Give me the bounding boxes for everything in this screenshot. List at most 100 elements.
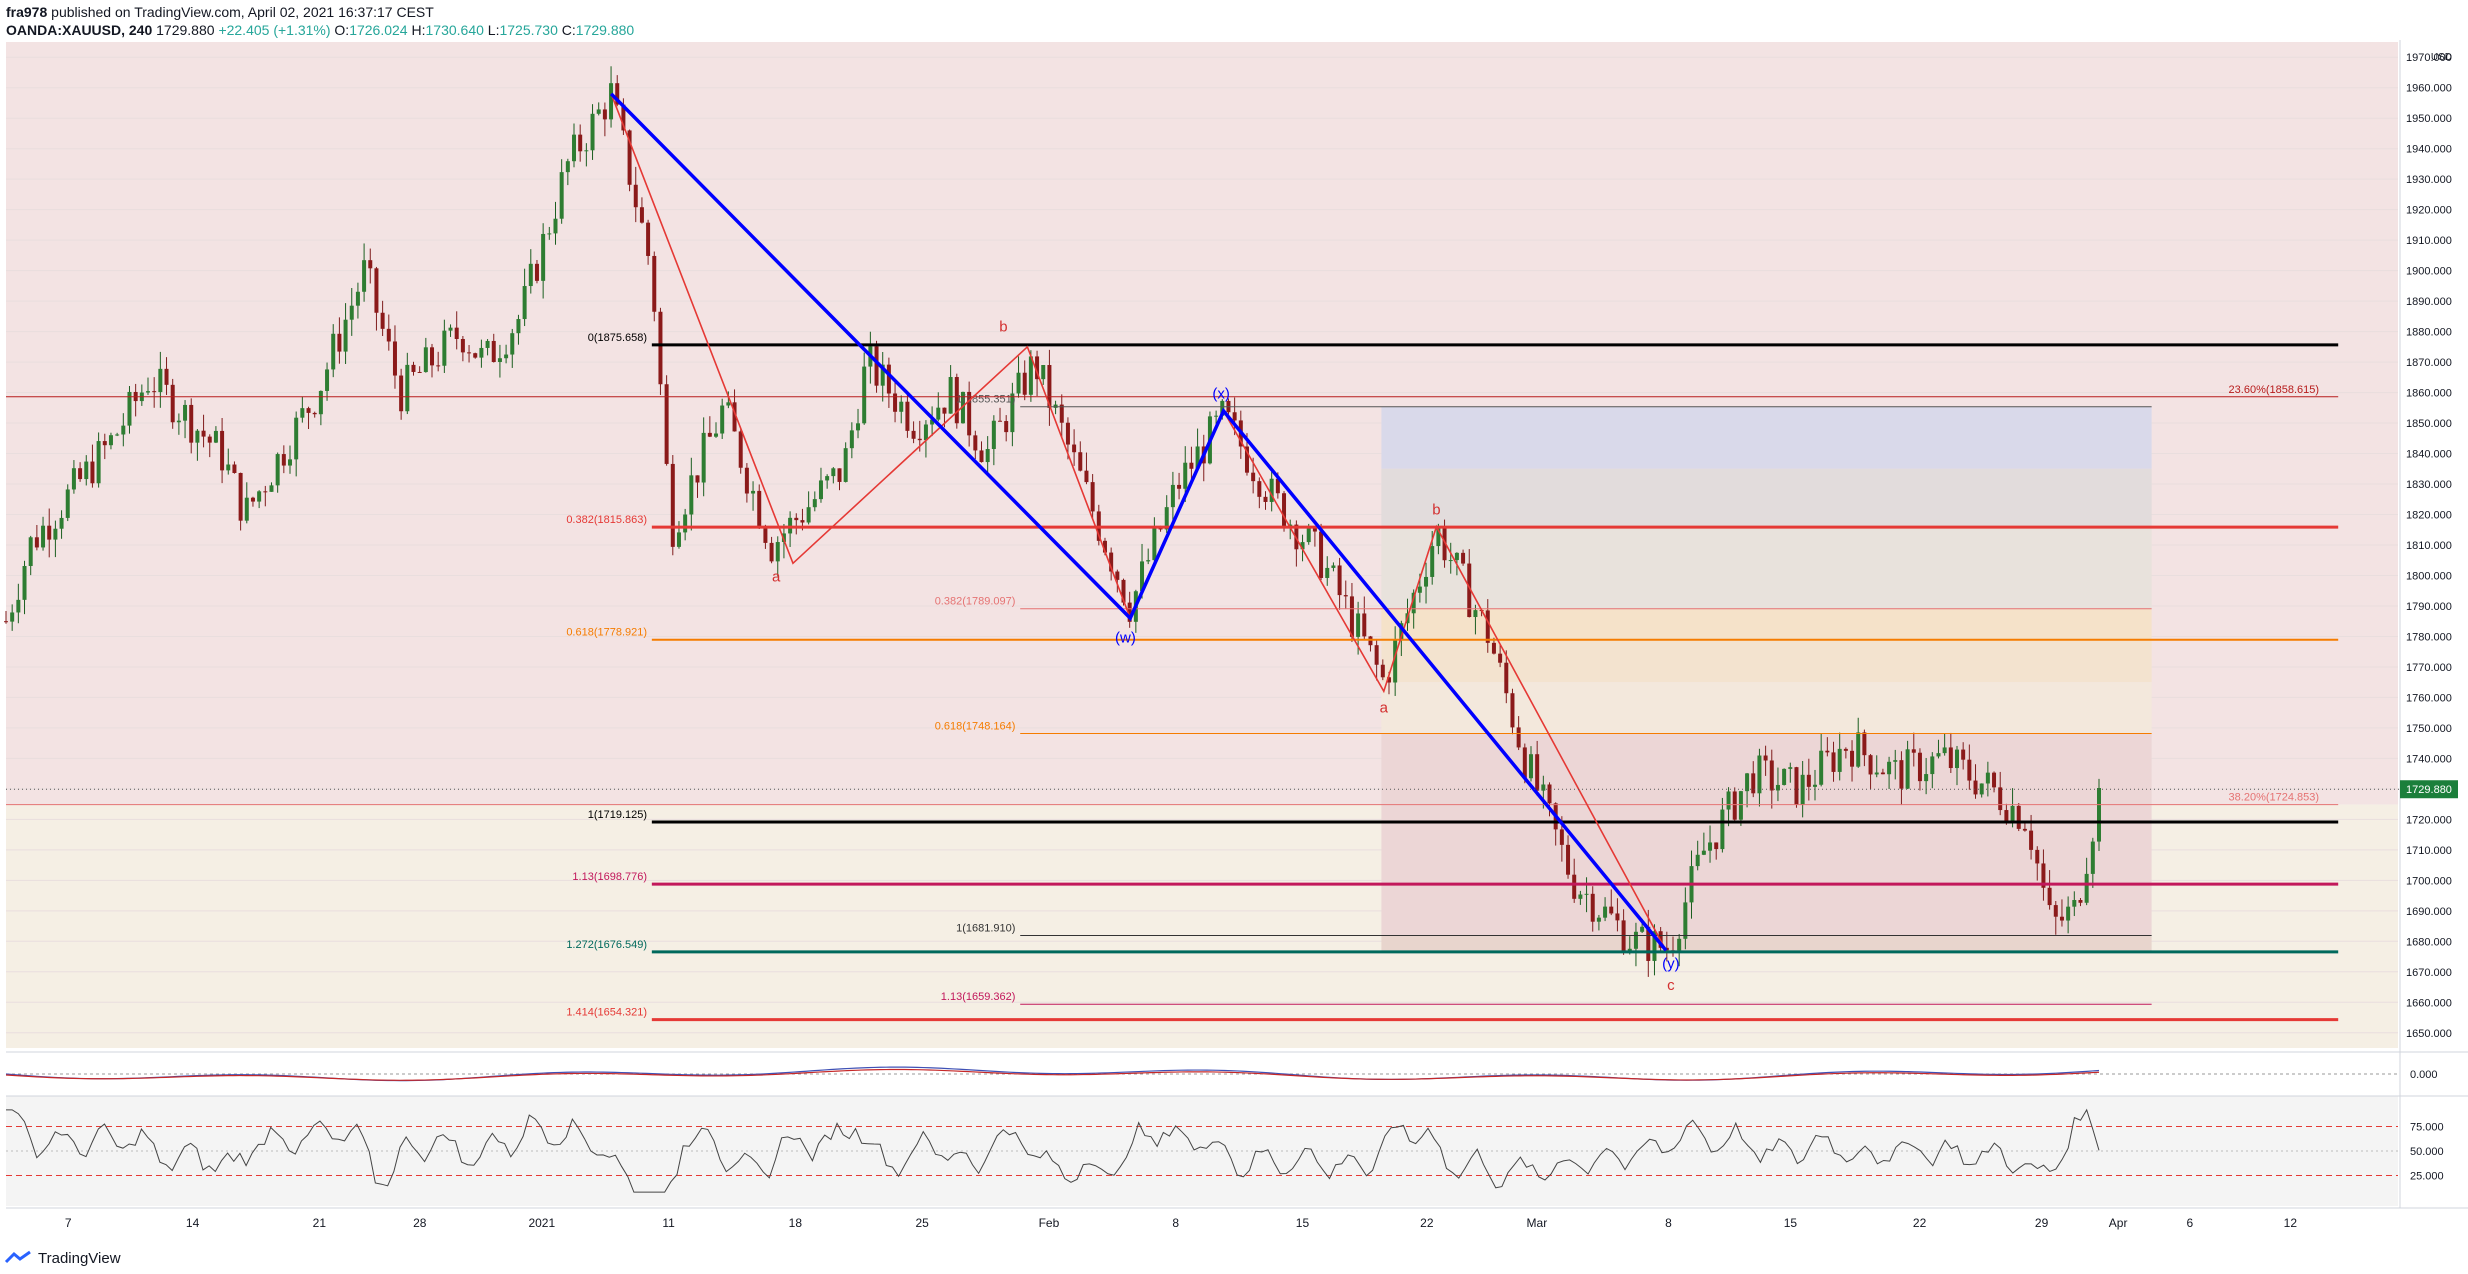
candle bbox=[1590, 886, 1595, 932]
candle bbox=[1936, 739, 1941, 759]
candle bbox=[1152, 517, 1157, 565]
candle bbox=[1615, 898, 1620, 932]
y-tick-label: 1720.000 bbox=[2406, 814, 2452, 826]
candle bbox=[522, 268, 527, 327]
candle bbox=[1837, 732, 1842, 781]
candle bbox=[1887, 756, 1892, 789]
candle bbox=[695, 475, 700, 498]
candle bbox=[1461, 549, 1466, 566]
candle bbox=[442, 319, 447, 373]
candle bbox=[1961, 742, 1966, 770]
candle bbox=[281, 445, 286, 474]
candle bbox=[411, 361, 416, 376]
fib-zone bbox=[1381, 935, 2152, 952]
candle bbox=[534, 259, 539, 284]
fib-label: 0.618(1748.164) bbox=[935, 721, 1016, 733]
price-change: +22.405 (+1.31%) bbox=[218, 22, 331, 38]
candle bbox=[386, 314, 391, 351]
candle bbox=[355, 282, 360, 319]
candle bbox=[1269, 468, 1274, 512]
time-axis[interactable]: 7 14 21 28 2021 11 18 25 Feb 8 15 22 Mar 8 15 22 29 Apr 6 1… bbox=[0, 1207, 2468, 1242]
oscillator-pane[interactable]: 0.000 bbox=[5, 1051, 2468, 1094]
candle bbox=[1485, 599, 1490, 653]
candle bbox=[473, 352, 478, 359]
x-tick-label: 21 bbox=[313, 1216, 327, 1230]
candle bbox=[269, 482, 274, 492]
x-tick-label: 29 bbox=[2035, 1216, 2049, 1230]
wave-label: c bbox=[1667, 977, 1675, 994]
candle bbox=[905, 393, 910, 438]
symbol-label[interactable]: OANDA:XAUUSD, 240 bbox=[6, 22, 153, 38]
x-tick-label: 7 bbox=[65, 1216, 72, 1230]
candle bbox=[856, 408, 861, 439]
candle bbox=[1954, 745, 1959, 786]
y-tick-label: 1790.000 bbox=[2406, 601, 2452, 613]
y-tick-label: 1820.000 bbox=[2406, 510, 2452, 522]
wave-label: (x) bbox=[1212, 386, 1230, 403]
candle bbox=[1726, 787, 1731, 827]
candle bbox=[954, 373, 959, 429]
candle bbox=[948, 365, 953, 414]
candle bbox=[609, 66, 614, 128]
y-tick-label: 1930.000 bbox=[2406, 174, 2452, 186]
candle bbox=[812, 491, 817, 512]
candle bbox=[1924, 757, 1929, 795]
candle bbox=[2047, 870, 2052, 910]
candle bbox=[584, 143, 589, 167]
candle bbox=[238, 472, 243, 531]
candle bbox=[1343, 580, 1348, 610]
candle bbox=[423, 337, 428, 373]
last-price-text: 1729.880 bbox=[2406, 784, 2452, 796]
wave-label: b bbox=[999, 319, 1007, 336]
candle bbox=[1010, 382, 1015, 447]
candle bbox=[78, 462, 83, 482]
tradingview-footer[interactable]: TradingView bbox=[4, 1246, 121, 1270]
candle bbox=[911, 421, 916, 444]
candle bbox=[96, 432, 101, 488]
publisher-name[interactable]: fra978 bbox=[6, 4, 48, 20]
candle bbox=[318, 390, 323, 426]
candle bbox=[1498, 644, 1503, 668]
candle bbox=[751, 481, 756, 511]
candle bbox=[1380, 659, 1385, 681]
candle bbox=[10, 604, 15, 631]
candle bbox=[448, 324, 453, 337]
candle bbox=[1775, 767, 1780, 802]
candle bbox=[744, 463, 749, 503]
x-tick-label: 22 bbox=[1913, 1216, 1927, 1230]
candle bbox=[59, 510, 64, 539]
candle bbox=[720, 398, 725, 439]
candle bbox=[1757, 748, 1762, 807]
y-tick-label: 1670.000 bbox=[2406, 967, 2452, 979]
candle bbox=[152, 377, 157, 408]
fib-label: 38.20%(1724.853) bbox=[2229, 792, 2320, 804]
candle bbox=[707, 416, 712, 438]
candle bbox=[244, 482, 249, 524]
x-tick-label: Apr bbox=[2109, 1216, 2128, 1230]
candle bbox=[460, 336, 465, 362]
y-tick-label: 1920.000 bbox=[2406, 205, 2452, 217]
candle bbox=[108, 432, 113, 450]
x-tick-label: Feb bbox=[1039, 1216, 1060, 1230]
candle bbox=[1930, 752, 1935, 789]
candle bbox=[84, 455, 89, 486]
candle bbox=[417, 366, 422, 373]
rsi-pane[interactable]: 75.000 50.000 25.000 bbox=[6, 1095, 2468, 1206]
candle bbox=[1374, 638, 1379, 681]
fib-label: 1.13(1698.776) bbox=[572, 871, 647, 883]
candle bbox=[1084, 452, 1089, 485]
candle bbox=[1362, 596, 1367, 640]
wave-label: a bbox=[1380, 700, 1389, 717]
candle bbox=[1763, 745, 1768, 776]
fib-label: 23.60%(1858.615) bbox=[2229, 384, 2320, 396]
candle bbox=[1424, 562, 1429, 604]
candle bbox=[467, 345, 472, 363]
x-tick-label: 8 bbox=[1172, 1216, 1179, 1230]
candle bbox=[220, 418, 225, 484]
candle bbox=[639, 197, 644, 224]
candle bbox=[1535, 740, 1540, 796]
candle bbox=[1596, 914, 1601, 931]
candle bbox=[837, 468, 842, 491]
